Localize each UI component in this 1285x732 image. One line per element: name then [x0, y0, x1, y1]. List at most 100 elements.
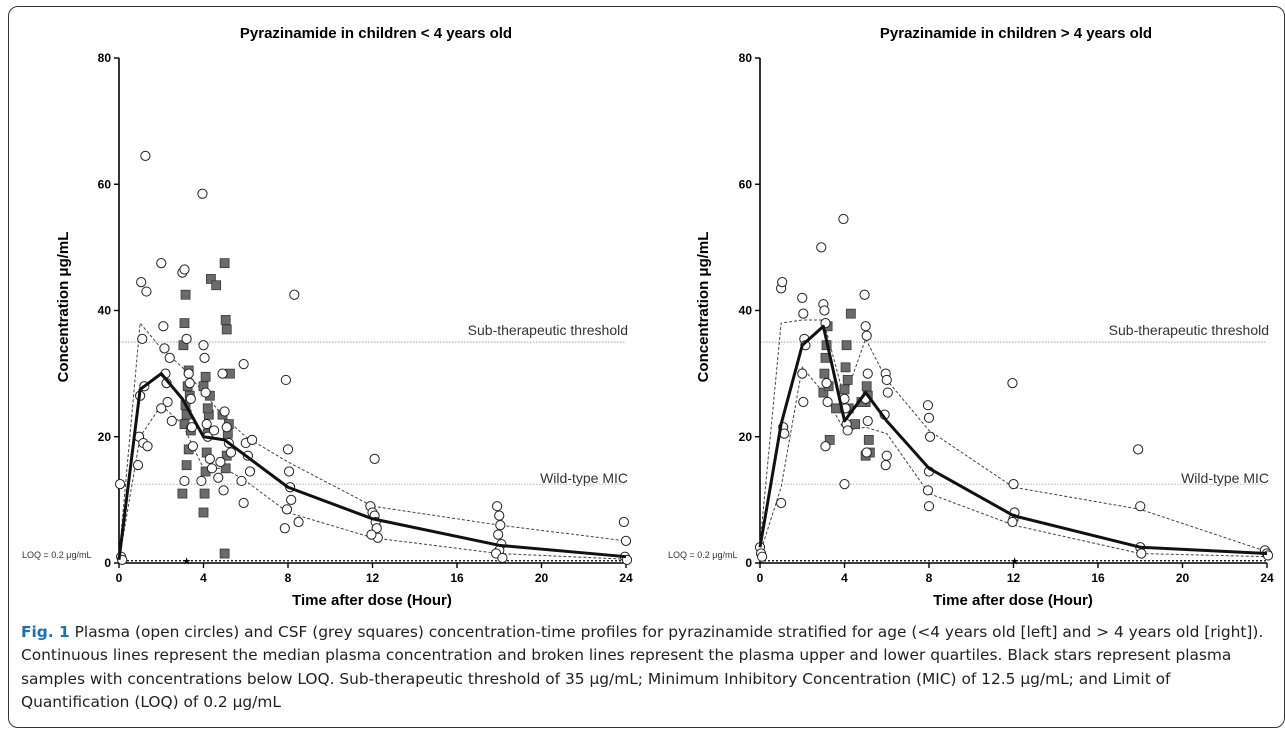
y-tick-label: 80: [739, 51, 753, 65]
y-tick-label: 60: [98, 177, 112, 191]
y-tick-label: 80: [98, 51, 112, 65]
loq-star-marker: ★: [1010, 557, 1019, 568]
plasma-circle-point: [280, 374, 291, 386]
plasma-circle-point: [206, 463, 218, 474]
csf-square-point: [839, 384, 850, 395]
plasma-circle-point: [184, 377, 195, 389]
plasma-circle-point: [132, 460, 144, 471]
plasma-circle-point: [798, 396, 809, 408]
y-tick-label: 20: [98, 430, 112, 444]
plasma-circle-point: [156, 258, 167, 269]
csf-square-point: [177, 488, 188, 499]
plasma-circle-point: [159, 343, 170, 354]
plasma-circle-point: [924, 431, 936, 442]
plasma-circle-point: [225, 447, 237, 458]
plasma-circle-point: [497, 552, 508, 564]
plasma-circle-point: [1135, 501, 1146, 512]
y-tick-label: 0: [104, 556, 111, 570]
csf-square-point: [842, 375, 853, 385]
x-tick-label: 0: [116, 571, 123, 585]
csf-square-point: [840, 362, 851, 373]
plasma-circle-point: [198, 340, 209, 351]
plasma-circle-point: [238, 359, 249, 370]
csf-square-point: [831, 403, 841, 414]
csf-square-point: [861, 381, 872, 392]
csf-square-point: [819, 368, 830, 379]
csf-square-point: [180, 289, 191, 300]
csf-square-point: [211, 280, 222, 291]
plasma-circle-point: [200, 387, 211, 398]
plasma-circle-point: [861, 330, 872, 341]
plasma-circle-point: [822, 396, 833, 408]
y-axis-label: Concentration μg/mL: [55, 232, 72, 383]
plasma-circle-point: [140, 150, 151, 161]
plasma-circle-point: [816, 242, 827, 253]
x-tick-label: 0: [757, 571, 764, 585]
plasma-circle-point: [179, 264, 190, 275]
plasma-circle-point: [821, 377, 832, 389]
csf-square-point: [863, 435, 874, 445]
plasma-circle-point: [282, 444, 294, 455]
plasma-circle-point: [493, 529, 504, 540]
plasma-circle-point: [137, 333, 148, 345]
plasma-circle-point: [196, 475, 207, 487]
x-tick-label: 12: [1007, 571, 1021, 585]
y-tick-label: 40: [739, 304, 753, 318]
csf-square-point: [205, 274, 216, 284]
plasma-circle-point: [279, 523, 290, 534]
x-tick-label: 24: [619, 571, 633, 585]
y-tick-label: 20: [739, 430, 753, 444]
x-tick-label: 16: [450, 571, 464, 585]
plasma-circle-point: [204, 453, 215, 464]
csf-square-point: [198, 507, 209, 518]
figure-label: Fig. 1: [21, 623, 70, 641]
plasma-circle-point: [142, 441, 153, 452]
plasma-circle-point: [757, 551, 768, 562]
plasma-circle-point: [197, 188, 208, 199]
median-line: [758, 324, 1268, 556]
plasma-circle-point: [860, 321, 871, 332]
plasma-circle-point: [798, 308, 809, 319]
x-tick-label: 24: [1260, 571, 1274, 585]
x-axis-label: Time after dose (Hour): [292, 592, 452, 609]
plasma-circle-point: [158, 321, 169, 332]
caption-text: Plasma (open circles) and CSF (grey squa…: [21, 623, 1264, 712]
csf-square-point: [841, 340, 852, 351]
x-tick-label: 16: [1091, 571, 1105, 585]
csf-square-point: [181, 460, 192, 471]
plasma-circle-point: [201, 419, 212, 430]
plasma-circle-point: [797, 292, 808, 303]
plasma-circle-point: [199, 352, 210, 363]
plasma-circle-point: [620, 535, 632, 547]
chart-title: Pyrazinamide in children > 4 years old: [880, 25, 1152, 42]
plasma-circle-point: [114, 478, 126, 490]
plasma-circle-point: [236, 475, 247, 487]
plasma-circle-point: [1008, 478, 1019, 490]
csf-square-point: [199, 488, 210, 499]
plasma-circle-point: [186, 422, 197, 433]
plasma-circle-point: [289, 289, 300, 300]
plasma-circle-point: [839, 478, 850, 490]
plasma-circle-point: [618, 516, 629, 528]
plasma-circle-point: [179, 475, 190, 487]
plasma-circle-point: [1136, 548, 1147, 559]
plasma-circle-point: [1133, 444, 1144, 455]
plasma-circle-point: [366, 529, 377, 540]
plasma-circle-point: [164, 352, 175, 363]
plasma-circle-point: [862, 368, 873, 379]
plasma-circle-point: [492, 501, 503, 512]
plasma-circle-point: [1007, 516, 1018, 528]
csf-square-point: [850, 419, 860, 430]
plasma-circle-point: [185, 393, 196, 404]
plasma-circle-point: [881, 450, 892, 461]
y-tick-label: 60: [739, 177, 753, 191]
plasma-circle-point: [922, 400, 934, 411]
plasma-circle-point: [187, 441, 199, 452]
plasma-circle-point: [166, 415, 177, 427]
lower-quartile-line: [759, 366, 1268, 558]
loq-star-marker: ★: [182, 557, 191, 568]
csf-square-point: [220, 315, 231, 325]
figure-caption: Fig. 1 Plasma (open circles) and CSF (gr…: [21, 621, 1276, 715]
plasma-circle-point: [208, 425, 220, 436]
plasma-circle-point: [215, 456, 226, 468]
